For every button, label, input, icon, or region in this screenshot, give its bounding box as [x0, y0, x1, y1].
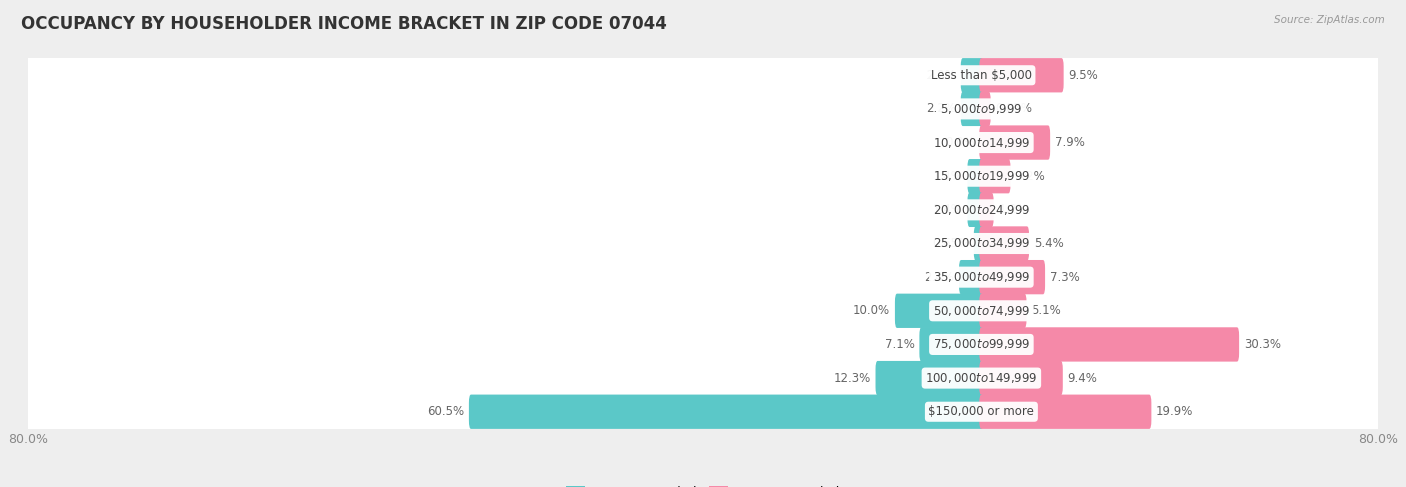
Text: 60.5%: 60.5% [427, 405, 464, 418]
FancyBboxPatch shape [27, 279, 1379, 343]
FancyBboxPatch shape [27, 313, 1379, 376]
Text: 7.1%: 7.1% [884, 338, 915, 351]
FancyBboxPatch shape [920, 327, 984, 362]
Text: 1.4%: 1.4% [934, 204, 963, 216]
Text: $25,000 to $34,999: $25,000 to $34,999 [932, 237, 1031, 250]
FancyBboxPatch shape [979, 159, 1011, 193]
FancyBboxPatch shape [27, 211, 1379, 276]
Text: 12.3%: 12.3% [834, 372, 870, 385]
FancyBboxPatch shape [27, 43, 1379, 107]
FancyBboxPatch shape [27, 380, 1379, 444]
Text: $10,000 to $14,999: $10,000 to $14,999 [932, 135, 1031, 150]
Text: Less than $5,000: Less than $5,000 [931, 69, 1032, 82]
Text: $50,000 to $74,999: $50,000 to $74,999 [932, 304, 1031, 318]
FancyBboxPatch shape [979, 58, 1064, 93]
FancyBboxPatch shape [974, 226, 984, 261]
FancyBboxPatch shape [876, 361, 984, 395]
Legend: Owner-occupied, Renter-occupied: Owner-occupied, Renter-occupied [561, 481, 845, 487]
FancyBboxPatch shape [27, 144, 1379, 208]
Text: 30.3%: 30.3% [1244, 338, 1281, 351]
FancyBboxPatch shape [959, 260, 984, 294]
Text: 2.4%: 2.4% [925, 271, 955, 283]
FancyBboxPatch shape [960, 58, 984, 93]
Text: 9.4%: 9.4% [1067, 372, 1097, 385]
Text: 2.2%: 2.2% [927, 102, 956, 115]
FancyBboxPatch shape [27, 346, 1379, 410]
FancyBboxPatch shape [960, 92, 984, 126]
Text: 1.2%: 1.2% [998, 204, 1028, 216]
Text: 5.4%: 5.4% [1033, 237, 1063, 250]
Text: 0.65%: 0.65% [932, 237, 969, 250]
Text: $15,000 to $19,999: $15,000 to $19,999 [932, 169, 1031, 183]
FancyBboxPatch shape [979, 92, 991, 126]
Text: 7.3%: 7.3% [1050, 271, 1080, 283]
FancyBboxPatch shape [27, 178, 1379, 242]
Text: $5,000 to $9,999: $5,000 to $9,999 [941, 102, 1022, 116]
Text: 2.2%: 2.2% [927, 69, 956, 82]
Text: $20,000 to $24,999: $20,000 to $24,999 [932, 203, 1031, 217]
FancyBboxPatch shape [967, 159, 984, 193]
FancyBboxPatch shape [979, 193, 994, 227]
FancyBboxPatch shape [979, 260, 1045, 294]
Text: 5.1%: 5.1% [1031, 304, 1062, 318]
FancyBboxPatch shape [979, 394, 1152, 429]
Text: 19.9%: 19.9% [1156, 405, 1194, 418]
Text: $35,000 to $49,999: $35,000 to $49,999 [932, 270, 1031, 284]
Text: 10.0%: 10.0% [853, 304, 890, 318]
Text: Source: ZipAtlas.com: Source: ZipAtlas.com [1274, 15, 1385, 25]
FancyBboxPatch shape [979, 361, 1063, 395]
FancyBboxPatch shape [967, 193, 984, 227]
Text: $75,000 to $99,999: $75,000 to $99,999 [932, 337, 1031, 352]
FancyBboxPatch shape [979, 294, 1026, 328]
Text: 9.5%: 9.5% [1069, 69, 1098, 82]
Text: $150,000 or more: $150,000 or more [928, 405, 1035, 418]
FancyBboxPatch shape [27, 77, 1379, 141]
FancyBboxPatch shape [979, 226, 1029, 261]
Text: OCCUPANCY BY HOUSEHOLDER INCOME BRACKET IN ZIP CODE 07044: OCCUPANCY BY HOUSEHOLDER INCOME BRACKET … [21, 15, 666, 33]
Text: 0.85%: 0.85% [995, 102, 1032, 115]
Text: 0.0%: 0.0% [945, 136, 974, 149]
FancyBboxPatch shape [470, 394, 984, 429]
FancyBboxPatch shape [896, 294, 984, 328]
Text: 7.9%: 7.9% [1054, 136, 1084, 149]
FancyBboxPatch shape [27, 245, 1379, 309]
FancyBboxPatch shape [979, 125, 1050, 160]
Text: 3.2%: 3.2% [1015, 169, 1045, 183]
FancyBboxPatch shape [27, 111, 1379, 174]
Text: 1.4%: 1.4% [934, 169, 963, 183]
FancyBboxPatch shape [979, 327, 1239, 362]
Text: $100,000 to $149,999: $100,000 to $149,999 [925, 371, 1038, 385]
